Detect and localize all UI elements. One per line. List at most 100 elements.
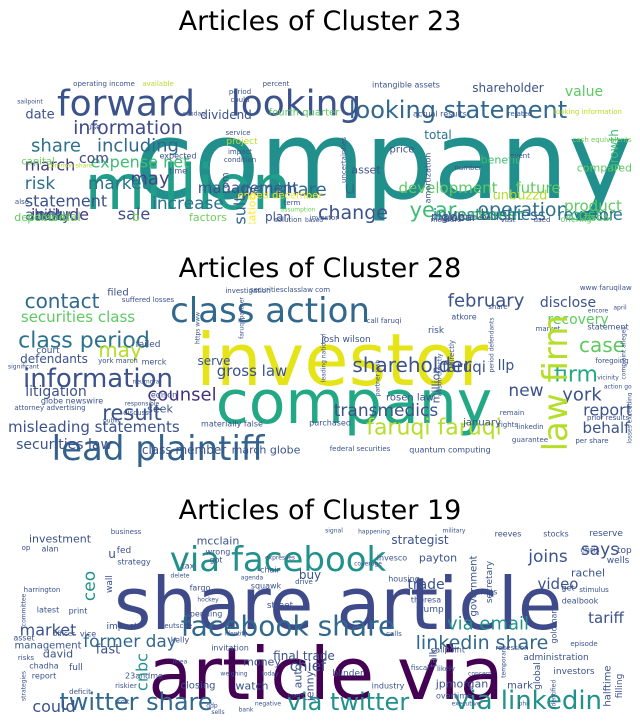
cloud-word: edison [151,391,177,400]
cloud-word: faruqi faruqi [366,416,502,441]
cloud-word: episode [570,640,597,648]
cloud-word: got [209,556,222,565]
cloud-word: auto [292,663,305,688]
cloud-word: josh wilson [320,335,371,345]
cloud-word: forward [57,84,195,125]
cloud-word: chief [290,657,327,675]
cloud-word: homes [471,588,498,597]
cloud-word: llp [498,358,515,374]
cloud-word: could [231,96,250,104]
cloud-word: new [508,381,543,401]
cloud-word: street [267,601,294,611]
cloud-word: goldman [550,608,559,643]
cloud-word: call faruqi [367,317,402,325]
cloud-word: risk [25,174,56,194]
cloud-word: via facebook [170,540,387,580]
cloud-word: growth [607,129,621,171]
cloud-word: recession [495,644,528,652]
cloud-word: fargo [190,584,211,593]
cloud-word: global [533,662,543,689]
cloud-word: investor [310,214,339,222]
cloud-word: capital [21,157,55,168]
cloud-word: tax [182,562,195,571]
cloud-word: linea [173,659,188,666]
cloud-word: asset [13,634,34,643]
cloud-word: foregoing [595,357,628,365]
cloud-word: looking information [554,108,622,116]
cloud-word: quantum computing [409,446,490,455]
cloud-word: faruqi [442,358,486,376]
cloud-word: tariff [588,609,624,627]
cloud-word: year [410,198,457,222]
cloud-word: atkore [451,313,476,322]
cloud-word: statement [587,323,628,332]
cloud-word: expense net [91,153,190,172]
cloud-word: blinder [332,669,364,679]
cloud-word: sells [211,709,224,716]
cloud-word: per share [575,437,608,445]
cloud-word: cnbc [133,653,152,691]
cloud-word: get [561,584,574,593]
cloud-word: faruqi partner [239,297,246,339]
cloud-word: million [85,151,292,224]
cloud-word: cost [570,206,601,224]
cloud-word: information [23,364,173,394]
cloud-word: likely [437,665,455,673]
cloud-word: trump [416,605,444,615]
cloud-word: case [579,333,625,357]
cloud-word: filling [615,674,625,699]
cloud-word: sale [118,205,150,224]
cloud-word: expectation [246,193,259,224]
cloud-word: december [14,211,70,224]
cloud-word: defendants [20,352,88,366]
cloud-word: wrong [206,548,231,557]
cloud-word: op [22,544,31,552]
cloud-word: video [538,575,579,593]
cloud-word: strategist [391,533,449,547]
cloud-word: unbuzzd [493,189,548,204]
cloud-word: industry [372,682,405,691]
cloud-word: law firm [536,315,576,452]
cloud-word: compared [577,162,632,175]
cloud-word: revenue [557,205,623,224]
cloud-word: partner josh [375,360,382,397]
cloud-word: use [87,123,101,132]
cloud-word: alan [41,545,58,554]
cloud-word: identified [551,680,558,708]
cloud-word: uncertainties [340,137,348,183]
cloud-word: management [15,641,82,652]
cloud-word: company [134,99,632,224]
cloud-word: via email [447,614,529,635]
cloud-word: secretary [485,560,495,603]
wordcloud-title-cluster-28: Articles of Cluster 28 [178,253,462,284]
cloud-word: b [132,210,140,224]
cloud-word: attorney advertising [14,404,85,412]
wordcloud-title-cluster-23: Articles of Cluster 23 [178,6,462,37]
cloud-word: investment [29,533,92,546]
cloud-word: scott [115,699,130,706]
cloud-word: fourth quarter [269,108,341,119]
cloud-word: merck [142,358,167,367]
cloud-word: condition [224,156,256,164]
cloud-word: common share [48,163,93,170]
cloud-word: business [480,206,546,224]
cloud-word: april [613,305,627,312]
cloud-word: could [32,697,75,716]
cloud-word: globe newswire [41,397,103,406]
cloud-word: calls [386,630,402,638]
wordcloud-cluster-23: company million forward looking looking stat… [8,38,632,224]
cloud-word: gdp [206,703,218,710]
cloud-word: market [536,325,561,333]
cloud-word: invesco [377,554,408,563]
cloud-word: securities law [16,437,112,453]
cloud-word: final trade [273,649,335,663]
cloud-word: market [20,621,77,640]
cloud-word: may [98,338,142,362]
cloud-word: securities class [21,308,135,326]
cloud-word: strategies [21,671,28,701]
cloud-word: reserve [589,529,623,539]
cloud-word: users [288,693,304,700]
cloud-word: squawk [251,582,282,591]
cloud-word: factors [189,211,227,224]
cloud-word: committee [21,593,28,626]
